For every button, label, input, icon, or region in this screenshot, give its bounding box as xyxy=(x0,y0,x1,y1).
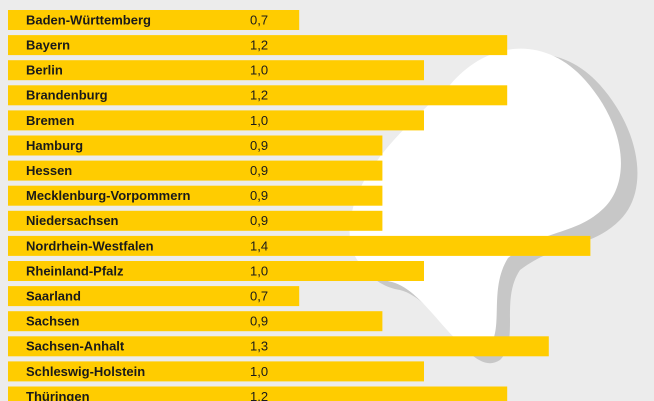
category-label: Hessen xyxy=(26,163,72,178)
value-label: 0,9 xyxy=(250,138,268,153)
value-label: 0,7 xyxy=(250,12,268,27)
bar xyxy=(8,361,424,382)
category-label: Rheinland-Pfalz xyxy=(26,263,124,278)
category-label: Brandenburg xyxy=(26,88,108,103)
bar xyxy=(8,60,424,81)
value-label: 0,9 xyxy=(250,314,268,329)
category-label: Bremen xyxy=(26,113,74,128)
category-label: Nordrhein-Westfalen xyxy=(26,238,154,253)
bar xyxy=(8,160,383,181)
bar xyxy=(8,336,549,357)
value-label: 1,2 xyxy=(250,389,268,401)
bar xyxy=(8,286,300,307)
value-label: 1,4 xyxy=(250,238,268,253)
category-label: Sachsen xyxy=(26,314,80,329)
bar xyxy=(8,85,508,106)
value-label: 1,0 xyxy=(250,63,268,78)
value-label: 1,0 xyxy=(250,263,268,278)
category-label: Hamburg xyxy=(26,138,83,153)
category-label: Sachsen-Anhalt xyxy=(26,339,125,354)
bar xyxy=(8,210,383,231)
value-label: 1,0 xyxy=(250,113,268,128)
category-label: Thüringen xyxy=(26,389,90,401)
category-label: Bayern xyxy=(26,38,70,53)
value-label: 0,7 xyxy=(250,289,268,304)
category-label: Niedersachsen xyxy=(26,213,119,228)
bar xyxy=(8,311,383,332)
bar xyxy=(8,110,424,131)
value-label: 1,3 xyxy=(250,339,268,354)
value-label: 0,9 xyxy=(250,163,268,178)
category-label: Saarland xyxy=(26,289,81,304)
bar xyxy=(8,35,508,56)
bar xyxy=(8,386,508,401)
bar xyxy=(8,235,591,256)
bar xyxy=(8,185,383,206)
bar xyxy=(8,261,424,281)
value-label: 0,9 xyxy=(250,213,268,228)
category-label: Schleswig-Holstein xyxy=(26,364,145,379)
category-label: Mecklenburg-Vorpommern xyxy=(26,188,191,203)
category-label: Baden-Württemberg xyxy=(26,12,151,27)
value-label: 0,9 xyxy=(250,188,268,203)
category-label: Berlin xyxy=(26,63,63,78)
value-label: 1,0 xyxy=(250,364,268,379)
value-label: 1,2 xyxy=(250,38,268,53)
value-label: 1,2 xyxy=(250,88,268,103)
bar xyxy=(8,10,300,30)
bar xyxy=(8,135,383,156)
